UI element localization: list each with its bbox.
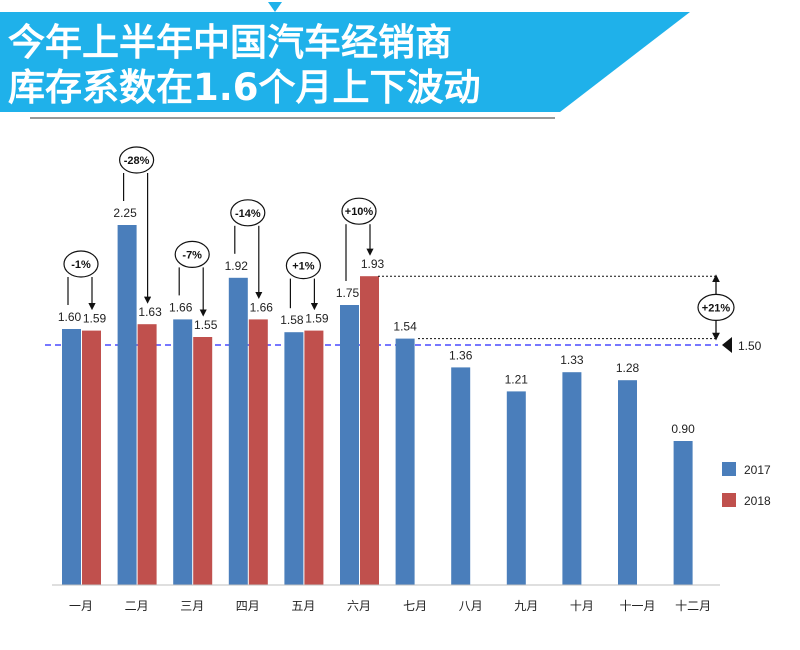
reference-marker — [722, 337, 732, 353]
value-label-2017: 1.33 — [560, 353, 584, 367]
x-tick-label: 十二月 — [675, 599, 711, 613]
bar-2017 — [673, 441, 693, 585]
bar-2018 — [137, 324, 157, 585]
value-label-2018: 1.59 — [305, 312, 329, 326]
change-bubble — [230, 199, 266, 227]
title-banner-notch — [268, 2, 282, 12]
value-label-2017: 1.36 — [449, 348, 473, 362]
value-label-2017: 1.92 — [225, 259, 249, 273]
change-label: +10% — [345, 206, 374, 218]
change-bubble — [341, 197, 377, 225]
bracket-label: +21% — [702, 302, 731, 314]
value-label-2018: 1.66 — [250, 300, 274, 314]
x-tick-label: 三月 — [180, 599, 204, 613]
bar-2018 — [82, 330, 101, 585]
legend-swatch-2018 — [722, 493, 736, 507]
bar-2018 — [248, 319, 268, 585]
bar-2017 — [395, 338, 415, 585]
bar-2017 — [62, 329, 81, 585]
change-label: +1% — [292, 261, 315, 273]
legend-label-2018: 2018 — [744, 494, 771, 508]
bracket-bubble — [697, 293, 735, 321]
x-tick-label: 十一月 — [619, 599, 655, 613]
x-tick-label: 四月 — [236, 599, 260, 613]
x-tick-label: 十月 — [570, 599, 594, 613]
x-tick-label: 九月 — [514, 599, 538, 613]
bar-2017 — [340, 305, 359, 585]
value-label-2017: 1.54 — [393, 320, 417, 334]
bar-2017 — [618, 380, 637, 585]
value-label-2017: 1.60 — [58, 310, 82, 324]
bar-2017 — [173, 319, 193, 585]
bar-2018 — [193, 337, 213, 585]
value-label-2017: 1.21 — [505, 372, 529, 386]
change-label: -28% — [124, 155, 150, 167]
legend-label-2017: 2017 — [744, 463, 771, 477]
change-label: -7% — [182, 249, 202, 261]
value-label-2018: 1.59 — [83, 312, 107, 326]
reference-label: 1.50 — [738, 339, 762, 353]
change-label: -14% — [235, 208, 261, 220]
x-tick-label: 五月 — [291, 599, 315, 613]
x-tick-label: 六月 — [347, 599, 371, 613]
bar-2018 — [304, 330, 324, 585]
value-label-2017: 1.28 — [616, 361, 640, 375]
change-label: -1% — [71, 259, 91, 271]
x-tick-label: 八月 — [459, 599, 483, 613]
bar-2017 — [506, 391, 526, 585]
change-bubble — [174, 240, 210, 268]
value-label-2018: 1.63 — [138, 305, 162, 319]
value-label-2017: 0.90 — [671, 422, 695, 436]
change-bubble — [63, 250, 99, 278]
bar-2018 — [360, 276, 379, 585]
title-banner: 今年上半年中国汽车经销商 库存系数在1.6个月上下波动 — [0, 2, 690, 119]
value-label-2018: 1.93 — [361, 257, 385, 271]
title-line-2: 库存系数在1.6个月上下波动 — [8, 66, 481, 109]
x-tick-label: 二月 — [125, 599, 149, 613]
value-label-2017: 2.25 — [113, 206, 137, 220]
value-label-2017: 1.75 — [336, 286, 360, 300]
x-tick-label: 一月 — [69, 599, 93, 613]
x-tick-label: 七月 — [403, 599, 427, 613]
bar-2017 — [228, 277, 248, 585]
legend-swatch-2017 — [722, 462, 736, 476]
bar-2017 — [284, 332, 304, 585]
title-line-1: 今年上半年中国汽车经销商 — [8, 21, 452, 64]
bar-2017 — [117, 225, 137, 585]
bar-2017 — [451, 367, 471, 585]
value-label-2017: 1.58 — [280, 313, 304, 327]
title-banner-background — [0, 12, 690, 112]
change-bubble — [119, 146, 155, 174]
value-label-2017: 1.66 — [169, 300, 193, 314]
change-bubble — [285, 252, 321, 280]
value-label-2018: 1.55 — [194, 318, 218, 332]
bar-2017 — [562, 372, 582, 585]
